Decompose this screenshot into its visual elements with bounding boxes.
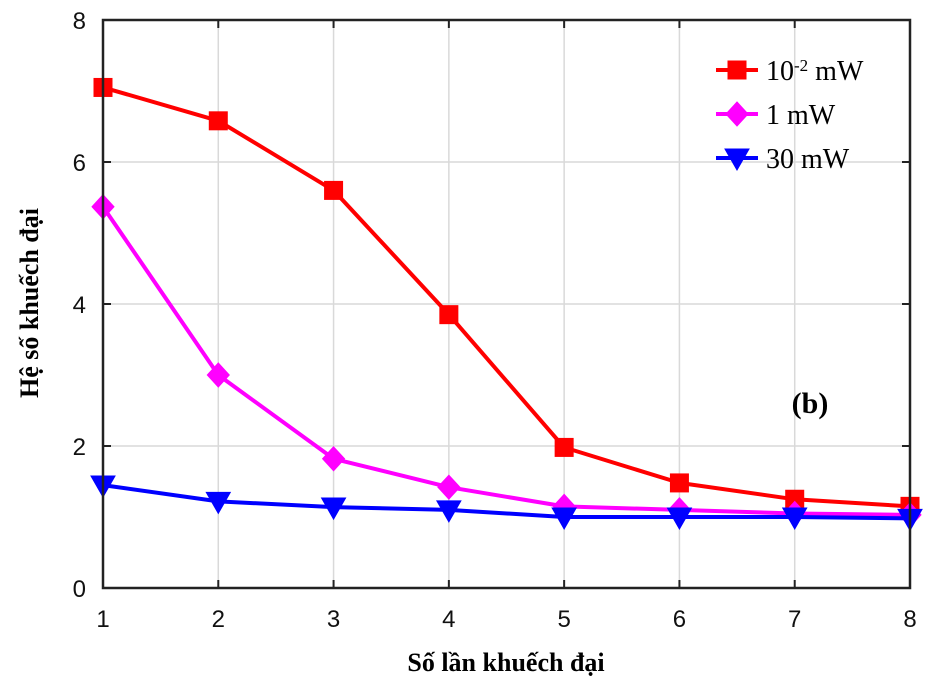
legend-entry: 30 mW xyxy=(716,144,850,175)
legend-label: 30 mW xyxy=(766,144,850,175)
legend-marker xyxy=(724,148,750,172)
series-line xyxy=(101,205,911,517)
data-point xyxy=(208,111,228,131)
x-tick-label: 8 xyxy=(903,606,916,633)
axes: 1 2 3 4 5 6 7 8 0 2 4 6 8 xyxy=(73,8,917,633)
data-point xyxy=(206,362,230,388)
legend-label: 1 mW xyxy=(766,100,836,131)
x-tick-label: 4 xyxy=(442,606,455,633)
y-axis-title: Hệ số khuếch đại xyxy=(15,208,44,398)
series-1 xyxy=(93,77,920,516)
x-tick-label: 1 xyxy=(96,606,109,633)
x-tick-label: 2 xyxy=(212,606,225,633)
legend-entry: 1 mW xyxy=(716,100,836,131)
y-tick-label: 0 xyxy=(73,576,86,603)
data-point xyxy=(439,305,459,325)
x-tick-label: 3 xyxy=(327,606,340,633)
data-point xyxy=(324,180,344,200)
y-tick-label: 6 xyxy=(73,150,86,177)
x-tick-label: 5 xyxy=(557,606,570,633)
x-tick-label: 7 xyxy=(788,606,801,633)
data-point xyxy=(669,473,689,493)
data-point xyxy=(554,437,574,457)
y-tick-label: 2 xyxy=(73,434,86,461)
data-point xyxy=(437,474,461,500)
legend-label: 10-2 mW xyxy=(766,56,864,88)
legend-entry: 10-2 mW xyxy=(716,56,864,88)
data-point xyxy=(666,507,693,531)
legend: 10-2 mW 1 mW 30 mW xyxy=(716,56,864,175)
series-line xyxy=(102,85,911,509)
data-point xyxy=(435,500,462,523)
x-tick-label: 6 xyxy=(673,606,686,633)
y-tick-label: 8 xyxy=(73,8,86,35)
x-axis-title: Số lần khuếch đại xyxy=(407,648,604,677)
data-point xyxy=(321,446,346,472)
data-point xyxy=(551,507,578,531)
data-point xyxy=(205,491,232,515)
legend-marker xyxy=(725,101,749,127)
data-point xyxy=(320,497,347,521)
data-point xyxy=(781,507,808,531)
panel-annotation: (b) xyxy=(792,387,829,420)
y-tick-label: 4 xyxy=(73,292,86,319)
series-line xyxy=(102,483,911,521)
legend-marker xyxy=(727,60,747,80)
